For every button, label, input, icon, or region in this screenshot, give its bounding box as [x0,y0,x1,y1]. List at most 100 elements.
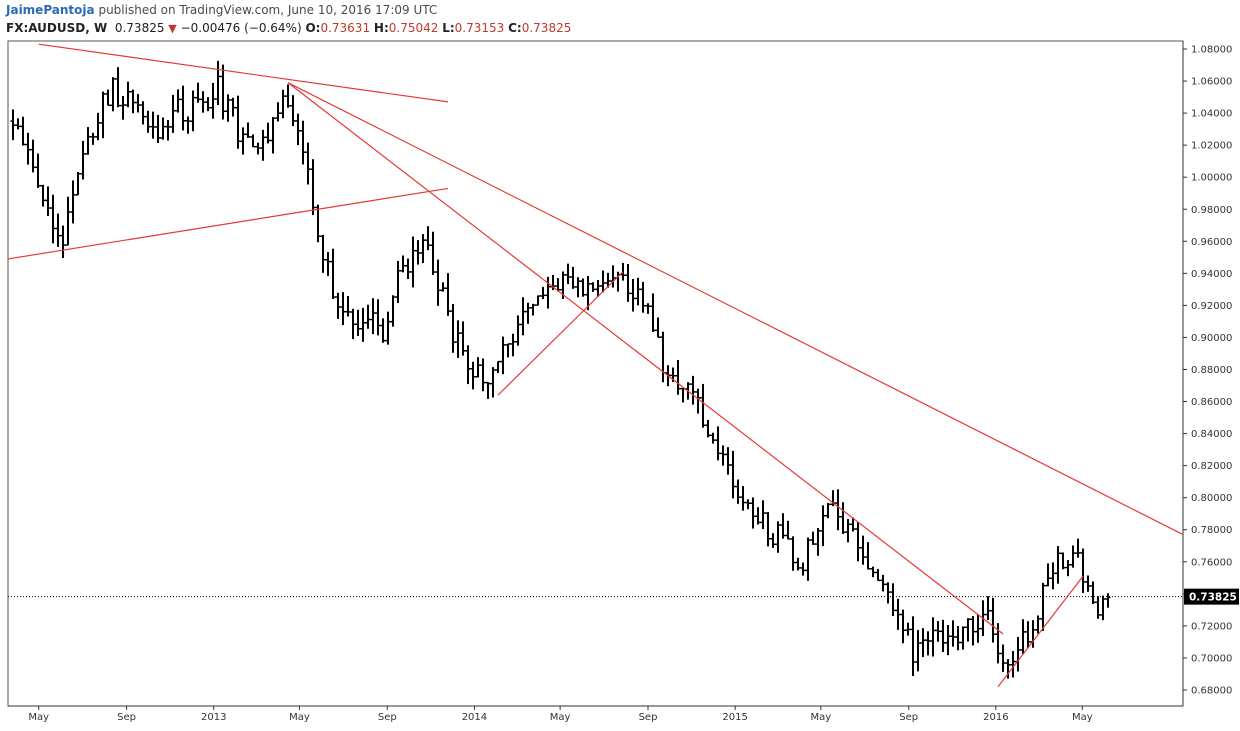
ohlc-bar [85,127,91,155]
ohlc-bar [370,298,376,335]
ohlc-bar [825,502,831,519]
ohlc-bar [1010,651,1016,678]
ohlc-bar [270,117,276,154]
x-tick-label: May [28,712,49,723]
ohlc-bar [140,101,146,125]
y-tick-label: 0.90000 [1191,333,1232,344]
trendline[interactable] [287,82,1004,635]
ohlc-bar [110,77,116,112]
ohlc-bar [305,142,311,185]
ohlc-bar [510,333,516,357]
ohlc-bar [755,507,761,525]
ohlc-bar [810,531,816,545]
ohlc-bar [930,617,936,657]
ohlc-bar [735,479,741,504]
y-tick-label: 1.08000 [1191,45,1232,56]
trendline[interactable] [287,82,1184,536]
ohlc-bar [75,172,81,196]
ohlc-bar [580,278,586,297]
open-value: 0.73631 [320,21,371,35]
ohlc-bar [850,517,856,532]
y-tick-label: 1.00000 [1191,173,1232,184]
high-label: H: [373,21,389,35]
y-tick-label: 1.06000 [1191,77,1232,88]
ohlc-bar [935,621,941,642]
ohlc-bar [495,360,501,374]
x-tick-label: 2014 [462,712,487,723]
ohlc-bar [975,614,981,643]
ohlc-bar [505,343,511,358]
ohlc-bar [65,196,71,246]
ohlc-bar [650,293,656,332]
trendline[interactable] [497,271,624,396]
ohlc-bar [875,568,881,582]
trendline[interactable] [997,575,1084,688]
ohlc-bar [725,447,731,475]
price-axis[interactable]: 0.680000.700000.720000.740000.760000.780… [1183,45,1232,697]
x-tick-label: May [289,712,310,723]
ohlc-bar [860,535,866,565]
ohlc-bar [30,139,36,173]
ohlc-bar [105,89,111,107]
ohlc-bar [595,279,601,297]
ohlc-bar [1075,538,1081,558]
y-tick-label: 0.76000 [1191,557,1232,568]
ohlc-bar [250,134,256,148]
publish-info: JaimePantoja published on TradingView.co… [6,3,437,17]
x-tick-label: 2016 [983,712,1008,723]
ohlc-bar [25,132,31,165]
ohlc-bar [345,295,351,317]
time-axis[interactable]: May Sep 2013 May Sep 2014 May Sep 2015 May Sep 2016… [28,706,1093,723]
ohlc-bar [55,213,61,247]
ohlc-bar [925,631,931,656]
ohlc-bar [180,85,186,131]
author-link[interactable]: JaimePantoja [6,3,95,17]
ohlc-bar [775,521,781,553]
ohlc-bar [585,275,591,311]
ohlc-bar [50,194,56,244]
ohlc-bar [410,236,416,288]
ohlc-bar [285,84,291,108]
ohlc-bar [135,94,141,113]
ohlc-bar [20,116,26,146]
ohlc-bar [600,270,606,293]
ohlc-bar [525,302,531,324]
y-tick-label: 0.72000 [1191,621,1232,632]
trendline[interactable] [38,43,449,103]
ohlc-bar [880,574,886,592]
ohlc-bar [275,102,281,122]
x-tick-label: May [1072,712,1093,723]
ohlc-bar [80,140,86,180]
ohlc-bar [385,311,391,345]
ohlc-bar [1005,659,1011,679]
x-tick-label: May [811,712,832,723]
ohlc-bar [175,89,181,113]
ohlc-bar [195,82,201,103]
ohlc-bar [205,97,211,112]
ohlc-bar [415,240,421,265]
ohlc-bar [260,129,266,161]
ohlc-bar [1035,615,1041,634]
ohlc-bar [325,251,331,276]
current-price-marker: 0.73825 [8,588,1239,605]
ohlc-bar [565,263,571,285]
ohlc-bar [905,622,911,636]
ohlc-bar [230,97,236,117]
ohlc-bar [920,628,926,657]
ohlc-bar [245,122,251,138]
y-tick-label: 1.02000 [1191,141,1232,152]
open-label: O: [305,21,321,35]
ohlc-bar [780,513,786,539]
ohlc-bar [605,272,611,288]
ohlc-bar [845,519,851,543]
ohlc-bar [330,248,336,300]
ohlc-bar [235,95,241,149]
trendline[interactable] [7,187,449,260]
y-tick-label: 0.82000 [1191,461,1232,472]
ohlc-bar [770,533,776,548]
ohlc-bar [470,361,476,390]
ohlc-bar [115,67,121,108]
x-tick-label: Sep [117,712,136,723]
